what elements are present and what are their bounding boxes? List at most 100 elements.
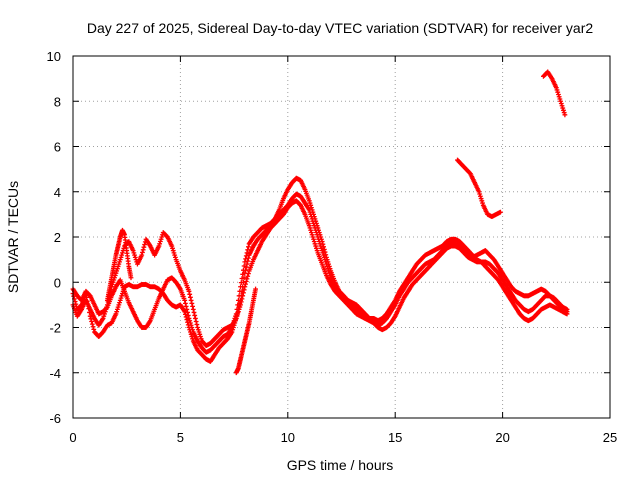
data-point — [312, 225, 318, 231]
data-point — [115, 304, 121, 310]
data-point — [326, 268, 332, 274]
data-point — [311, 239, 317, 244]
data-point — [172, 252, 178, 258]
data-point — [558, 98, 563, 104]
x-tick-label: 25 — [603, 430, 617, 445]
data-point — [246, 271, 251, 276]
data-point — [113, 311, 119, 317]
data-point — [157, 239, 163, 244]
data-point — [479, 198, 485, 204]
data-point — [101, 313, 107, 319]
data-point — [235, 311, 241, 317]
data-point — [310, 234, 316, 240]
data-point — [183, 303, 189, 309]
data-point — [113, 270, 119, 276]
data-point — [198, 336, 204, 342]
data-point — [308, 202, 314, 208]
data-point — [73, 301, 79, 307]
data-point — [320, 250, 326, 256]
data-point — [90, 324, 96, 330]
data-point — [244, 250, 250, 256]
data-point — [190, 327, 195, 333]
data-point — [159, 234, 165, 240]
y-tick-label: 6 — [54, 140, 61, 155]
axis-ticks: 0 5 10 15 20 25 -6 -4 -2 0 2 4 6 8 10 — [47, 49, 618, 445]
data-point — [235, 297, 241, 303]
data-point — [131, 250, 137, 256]
data-point — [246, 244, 251, 250]
data-point — [140, 247, 146, 253]
data-point — [313, 227, 319, 233]
data-point — [311, 223, 317, 229]
data-point — [186, 316, 192, 321]
data-point — [172, 254, 178, 260]
data-point — [238, 280, 244, 286]
data-point — [561, 110, 567, 115]
data-point — [306, 207, 312, 213]
data-point — [556, 94, 562, 100]
data-point — [558, 101, 564, 106]
data-point — [158, 236, 164, 242]
data-point — [120, 250, 125, 256]
data-point — [237, 288, 243, 294]
data-point — [561, 107, 566, 113]
data-point — [198, 334, 203, 339]
data-point — [316, 239, 322, 244]
data-point — [193, 319, 199, 324]
data-point — [104, 304, 110, 310]
data-point — [325, 266, 331, 272]
data-point — [234, 313, 240, 319]
series-track-a — [70, 175, 570, 364]
data-point — [309, 230, 314, 235]
data-point — [239, 296, 245, 302]
data-point — [184, 307, 190, 312]
data-point — [132, 252, 137, 258]
data-point — [478, 193, 483, 199]
data-point — [142, 242, 147, 247]
data-point — [239, 276, 245, 281]
data-point — [241, 267, 246, 273]
y-tick-label: -4 — [49, 366, 61, 381]
data-point — [170, 248, 176, 253]
y-tick-label: 4 — [54, 185, 61, 200]
data-point — [241, 290, 246, 296]
data-point — [322, 257, 328, 263]
data-point — [188, 322, 194, 328]
series-dip-8h — [233, 286, 258, 376]
data-point — [312, 241, 318, 247]
data-point — [321, 252, 326, 258]
data-point — [318, 243, 324, 249]
data-point — [196, 329, 202, 335]
data-point — [104, 302, 110, 308]
data-point — [169, 243, 175, 249]
data-point — [115, 264, 121, 269]
data-point — [245, 247, 251, 253]
data-point — [554, 87, 560, 93]
data-point — [72, 299, 78, 304]
data-point — [193, 316, 198, 321]
data-point — [117, 257, 123, 263]
data-point — [114, 309, 120, 315]
data-point — [562, 112, 568, 118]
data-point — [185, 310, 190, 315]
data-point — [89, 319, 95, 324]
x-axis-label: GPS time / hours — [287, 457, 394, 473]
data-point — [307, 225, 313, 231]
y-tick-label: 8 — [54, 94, 61, 109]
y-tick-label: -6 — [49, 411, 61, 426]
data-point — [132, 254, 138, 260]
data-point — [306, 223, 312, 229]
data-point — [480, 200, 485, 206]
data-point — [553, 85, 559, 91]
data-point — [310, 218, 316, 224]
data-point — [139, 252, 145, 258]
data-point — [319, 248, 325, 253]
data-point — [171, 250, 177, 256]
data-point — [117, 259, 122, 265]
data-point — [314, 232, 320, 238]
data-point — [314, 248, 320, 253]
data-point — [170, 245, 175, 251]
data-point — [253, 286, 258, 292]
x-tick-label: 0 — [69, 430, 76, 445]
data-point — [314, 230, 319, 235]
